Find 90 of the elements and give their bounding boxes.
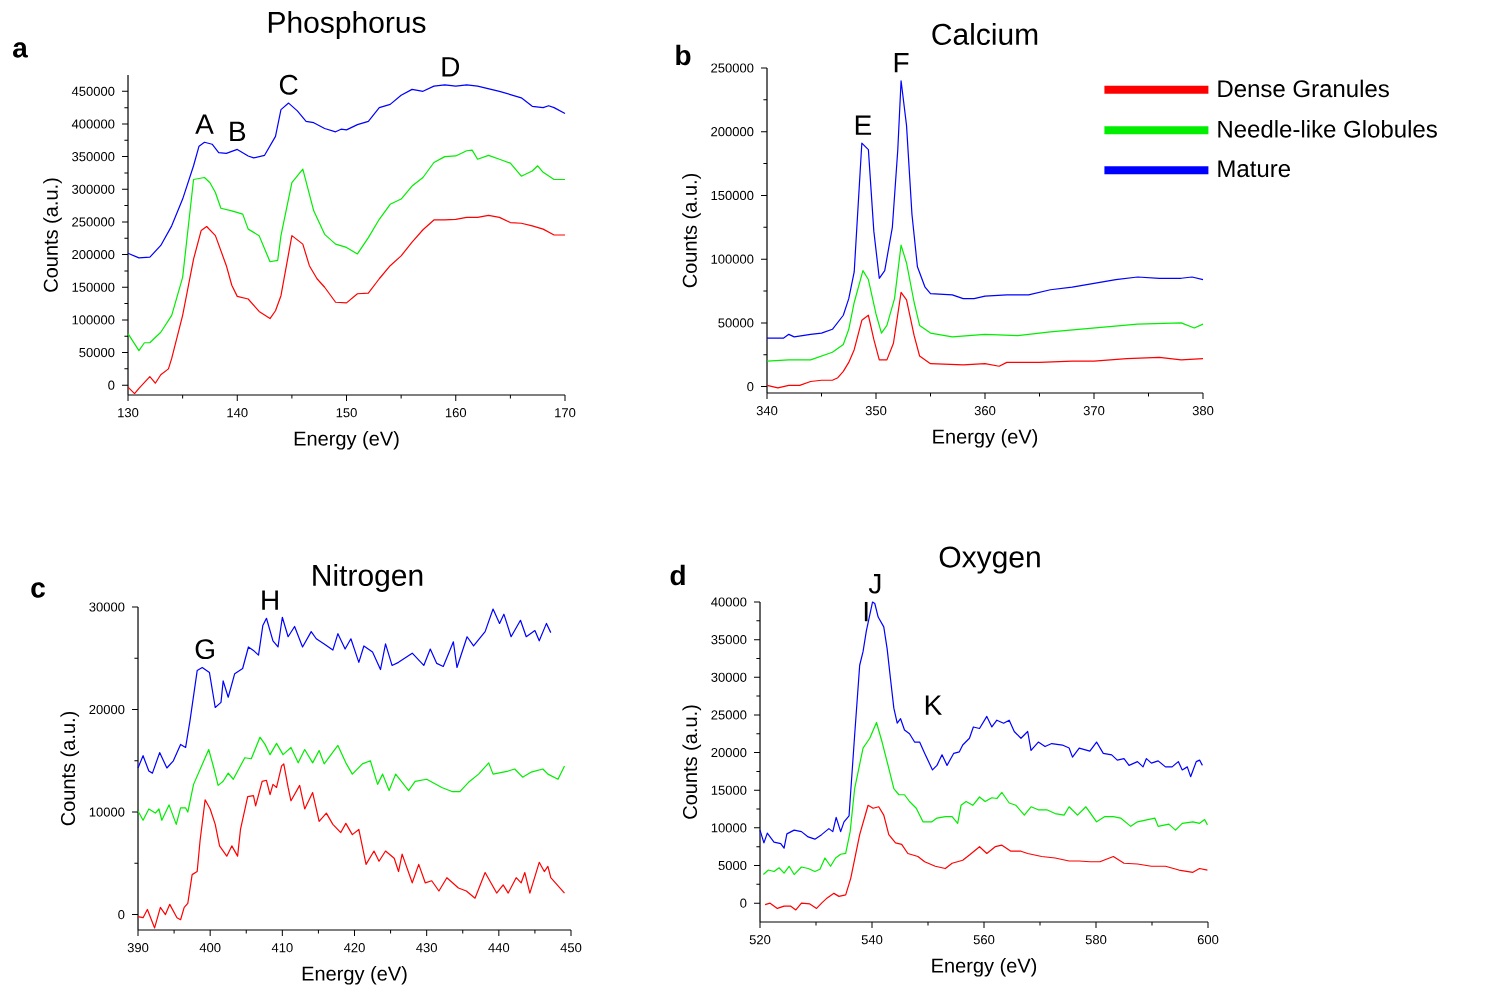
annotation: K	[925, 695, 942, 715]
y-tick-label: 10000	[89, 807, 125, 817]
annotation: D	[442, 57, 460, 77]
y-tick-label: 0	[740, 898, 747, 908]
text: a	[13, 42, 28, 58]
x-axis-title: Energy (eV)	[302, 965, 407, 985]
chart-title: Oxygen	[939, 546, 1040, 574]
line-series	[766, 291, 1204, 389]
x-tick-label: 400	[199, 943, 221, 953]
line-series	[137, 736, 566, 825]
y-tick-label: 30000	[711, 672, 747, 682]
x-tick-label: 370	[1083, 406, 1105, 416]
line-series	[764, 804, 1209, 911]
x-axis-title: Energy (eV)	[294, 430, 399, 450]
x-tick-label: 430	[416, 943, 437, 953]
line-series	[137, 763, 566, 929]
chart-title: Nitrogen	[313, 564, 423, 592]
y-tick-label: 35000	[711, 635, 747, 645]
y-tick-label: 250000	[711, 63, 754, 73]
y-tick-label: 100000	[711, 254, 754, 264]
line-series	[766, 80, 1204, 339]
x-tick-label: 520	[749, 935, 771, 945]
annotation: J	[868, 574, 881, 594]
text: d	[670, 564, 685, 586]
annotation: C	[279, 74, 298, 95]
chart-title: Calcium	[932, 22, 1038, 45]
x-tick-label: 440	[488, 943, 510, 953]
chart-title: Phosphorus	[268, 11, 426, 39]
y-tick-label: 200000	[72, 249, 115, 260]
x-tick-label: 410	[271, 943, 293, 953]
x-tick-label: 130	[118, 408, 139, 418]
annotation: B	[230, 121, 246, 142]
annotation: G	[195, 639, 214, 660]
legend-label: Dense Granules	[1218, 79, 1389, 98]
line-series	[759, 601, 1204, 849]
x-tick-label: 390	[127, 943, 149, 953]
x-tick-label: 380	[1192, 406, 1214, 416]
y-tick-label: 10000	[711, 823, 747, 833]
x-tick-label: 160	[445, 408, 467, 418]
y-tick-label: 150000	[711, 190, 754, 201]
line-series	[127, 149, 566, 352]
y-tick-label: 40000	[711, 597, 747, 607]
annotation: E	[855, 115, 872, 135]
x-axis-title: Energy (eV)	[933, 428, 1038, 448]
x-tick-label: 170	[555, 408, 576, 418]
x-tick-label: 560	[973, 935, 995, 945]
x-tick-label: 600	[1197, 935, 1219, 945]
y-tick-label: 20000	[89, 704, 125, 715]
y-tick-label: 200000	[711, 127, 754, 137]
y-axis-title: Counts (a.u.)	[682, 705, 702, 819]
y-tick-label: 30000	[89, 602, 125, 612]
y-tick-label: 300000	[72, 184, 115, 194]
x-tick-label: 340	[756, 406, 778, 416]
y-axis-title: Counts (a.u.)	[43, 178, 62, 292]
line-series	[762, 721, 1209, 876]
y-tick-label: 0	[747, 382, 754, 392]
y-tick-label: 5000	[718, 860, 747, 871]
x-tick-label: 420	[343, 943, 365, 953]
x-tick-label: 150	[336, 408, 357, 418]
x-tick-label: 350	[865, 406, 887, 416]
y-tick-label: 0	[108, 380, 115, 390]
y-tick-label: 20000	[711, 747, 747, 758]
x-tick-label: 360	[974, 406, 996, 416]
text: b	[676, 44, 691, 66]
line-series	[137, 608, 552, 774]
text: c	[31, 582, 45, 598]
annotation: H	[262, 590, 278, 610]
annotation: I	[864, 601, 868, 622]
legend-label: Needle-like Globules	[1218, 120, 1437, 138]
y-axis-title: Counts (a.u.)	[682, 173, 701, 288]
y-axis-title: Counts (a.u.)	[60, 711, 80, 826]
y-tick-label: 400000	[71, 119, 115, 129]
x-axis-title: Energy (eV)	[932, 957, 1037, 977]
annotation: F	[894, 53, 909, 73]
y-tick-label: 450000	[71, 86, 115, 96]
y-tick-label: 50000	[79, 347, 115, 358]
y-tick-label: 350000	[72, 152, 115, 162]
x-tick-label: 580	[1085, 935, 1107, 945]
legend-label: Mature	[1218, 160, 1291, 178]
y-tick-label: 15000	[711, 785, 747, 795]
annotation: A	[195, 114, 214, 134]
y-tick-label: 100000	[72, 315, 115, 325]
y-tick-label: 50000	[718, 318, 754, 328]
x-tick-label: 140	[227, 408, 248, 418]
y-tick-label: 150000	[72, 282, 115, 292]
y-tick-label: 0	[118, 910, 125, 920]
y-tick-label: 250000	[72, 217, 115, 227]
x-tick-label: 540	[861, 935, 883, 945]
y-tick-label: 25000	[711, 710, 747, 720]
x-tick-label: 450	[560, 943, 582, 953]
